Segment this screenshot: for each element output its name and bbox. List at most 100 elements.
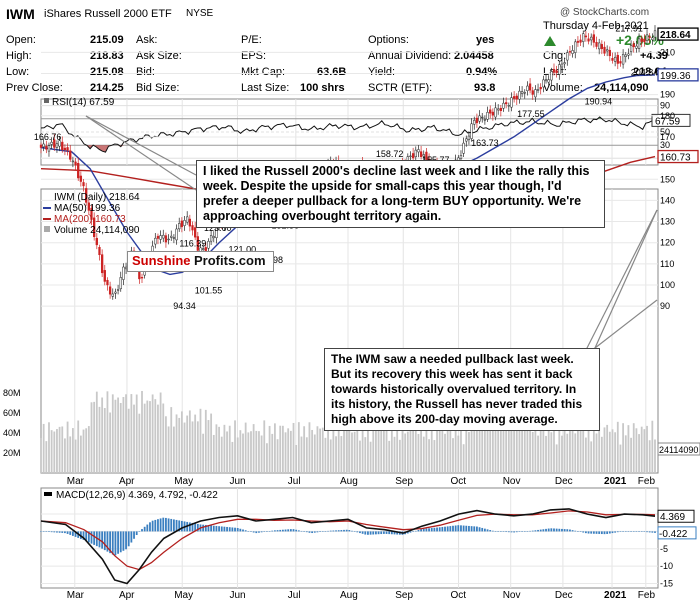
candle-body xyxy=(103,270,106,282)
volume-bar xyxy=(127,408,130,473)
volume-bar xyxy=(218,426,220,473)
sunshine-profits-logo: Sunshine Profits.com xyxy=(127,251,274,272)
macd-histogram-bar xyxy=(558,528,561,532)
macd-histogram-bar xyxy=(521,531,523,532)
volume-bar xyxy=(592,427,595,473)
candle-body xyxy=(582,33,585,42)
macd-histogram-bar xyxy=(598,531,601,534)
candle-body xyxy=(162,234,165,239)
volume-bar xyxy=(183,422,186,473)
fund-name: iShares Russell 2000 ETF xyxy=(44,8,172,20)
x-month-label: Sep xyxy=(395,476,413,487)
volume-bar xyxy=(412,426,415,473)
volume-tick-label: 60M xyxy=(3,408,21,418)
volume-bar xyxy=(82,429,85,473)
macd-histogram-bar xyxy=(260,531,263,533)
candle-body xyxy=(47,145,51,152)
candle-body xyxy=(505,102,508,105)
macd-histogram-bar xyxy=(430,528,433,532)
macd-histogram-bar xyxy=(119,531,122,553)
macd-histogram-bar xyxy=(351,530,353,532)
macd-histogram-bar xyxy=(422,528,425,532)
macd-histogram-bar xyxy=(531,530,534,532)
macd-histogram-bar xyxy=(194,523,197,532)
volume-bar xyxy=(476,410,478,473)
volume-bar xyxy=(356,421,359,473)
macd-histogram-bar xyxy=(377,531,380,535)
volume-bar xyxy=(170,407,173,473)
candle-body xyxy=(624,54,627,57)
macd-histogram-bar xyxy=(396,531,399,535)
volume-bar xyxy=(247,432,250,473)
high-value: 218.83 xyxy=(90,50,124,62)
volume-bar xyxy=(377,430,380,473)
volume-bar xyxy=(279,425,282,473)
macd-histogram-bar xyxy=(332,530,335,532)
macd-histogram-bar xyxy=(268,531,271,532)
macd-histogram-bar xyxy=(250,531,252,532)
macd-histogram-bar xyxy=(446,526,449,532)
macd-histogram-bar xyxy=(433,527,436,532)
volume-bar xyxy=(630,437,632,473)
volume-bar xyxy=(558,420,561,473)
volume-bar xyxy=(165,416,167,473)
callout-line xyxy=(585,209,658,369)
price-label: 123.60 xyxy=(204,223,232,233)
volume-bar xyxy=(199,408,202,473)
macd-histogram-bar xyxy=(553,528,555,532)
volume-bar xyxy=(194,414,197,473)
volume-bar xyxy=(292,422,295,473)
candle-body xyxy=(635,45,638,49)
volume-bar xyxy=(303,426,306,473)
volume-bar xyxy=(40,438,42,473)
x-month-label: Aug xyxy=(340,590,358,601)
volume-bar xyxy=(58,426,61,473)
candle-body xyxy=(69,150,72,160)
volume-bar xyxy=(539,425,542,473)
volume-bar xyxy=(398,439,401,473)
volume-bar xyxy=(252,424,255,473)
volume-bar xyxy=(497,422,500,473)
candle-body xyxy=(175,228,178,241)
sctr-value: 93.8 xyxy=(474,82,496,94)
volume-bar xyxy=(266,443,268,473)
volume-bar xyxy=(643,429,646,473)
candle-body xyxy=(608,49,611,57)
candle-body xyxy=(119,277,122,290)
volume-bar xyxy=(404,433,407,473)
x-month-label: Feb xyxy=(638,476,656,487)
volume-bar xyxy=(638,434,640,473)
macd-histogram-bar xyxy=(218,526,220,532)
macd-histogram-bar xyxy=(42,531,45,532)
candle-body xyxy=(590,36,593,41)
rsi-tick-label: 30 xyxy=(660,140,670,150)
volume-bar xyxy=(133,404,135,473)
macd-histogram-bar xyxy=(48,531,50,532)
volume-bar xyxy=(210,413,213,473)
macd-histogram-bar xyxy=(630,531,632,532)
macd-histogram-bar xyxy=(103,531,106,551)
volume-bar xyxy=(632,423,635,473)
volume-bar xyxy=(295,445,298,473)
candle-body xyxy=(574,41,577,53)
rsi-oversold-fill xyxy=(41,145,655,153)
macd-histogram-bar xyxy=(162,517,165,532)
macd-histogram-bar xyxy=(71,531,74,536)
volume-bar xyxy=(390,422,393,473)
volume-bar xyxy=(417,433,420,473)
macd-histogram-bar xyxy=(571,530,574,532)
x-month-label: 2021 xyxy=(604,590,627,601)
macd-histogram-bar xyxy=(215,525,218,532)
macd-histogram-bar xyxy=(584,531,587,534)
x-month-label: Jul xyxy=(288,476,301,487)
price-label: 166.76 xyxy=(34,132,62,142)
candle-body xyxy=(204,247,207,251)
volume-bar xyxy=(622,423,625,473)
annotation-bottom: The IWM saw a needed pullback last week.… xyxy=(324,348,600,431)
x-month-label: Oct xyxy=(451,476,467,487)
macd-histogram-bar xyxy=(375,531,377,535)
volume-bar xyxy=(215,424,218,473)
volume-bar xyxy=(428,439,430,473)
macd-histogram-bar xyxy=(454,525,457,532)
macd-histogram-bar xyxy=(619,531,622,532)
